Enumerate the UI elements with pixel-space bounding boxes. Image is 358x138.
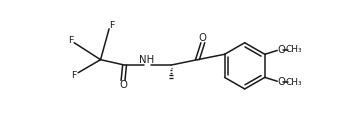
- Text: F: F: [110, 21, 115, 30]
- Text: O: O: [119, 80, 127, 90]
- Text: O: O: [277, 45, 285, 55]
- Text: O: O: [199, 33, 207, 43]
- Text: F: F: [72, 71, 77, 80]
- Text: F: F: [68, 36, 73, 45]
- Text: NH: NH: [139, 55, 155, 65]
- Text: CH₃: CH₃: [285, 78, 302, 87]
- Text: O: O: [277, 77, 285, 87]
- Text: CH₃: CH₃: [285, 45, 302, 54]
